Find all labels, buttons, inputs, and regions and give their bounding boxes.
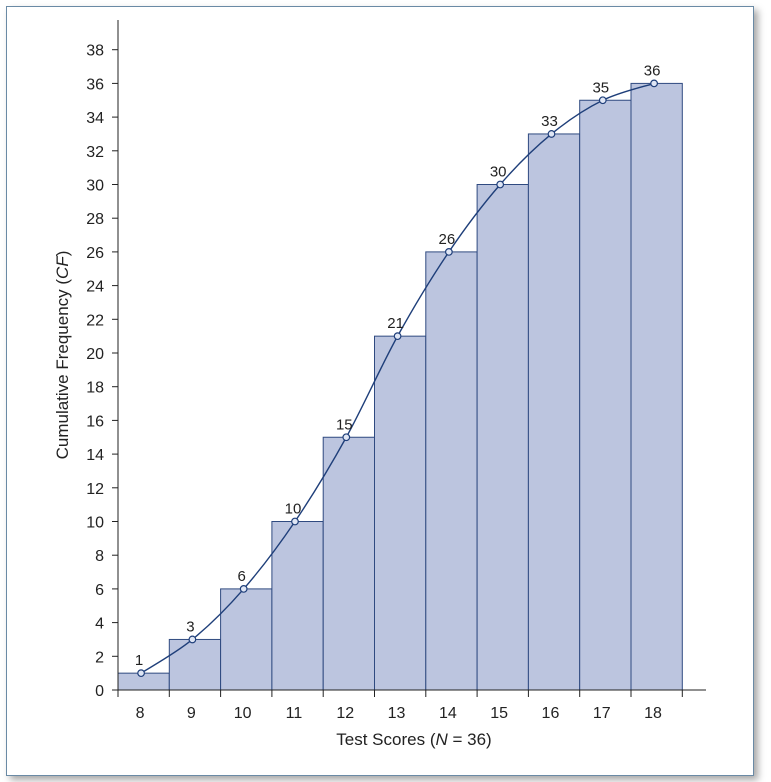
y-tick-label: 12	[86, 481, 104, 498]
y-axis-title-pre: Cumulative Frequency (	[53, 279, 72, 460]
point-12	[342, 433, 351, 442]
bar-18	[630, 82, 683, 691]
data-label-10: 6	[238, 568, 246, 585]
bar-10	[220, 588, 273, 691]
data-label-12: 15	[336, 416, 353, 433]
bars-group	[117, 82, 683, 691]
point-10	[239, 585, 248, 593]
y-tick-label: 24	[86, 279, 104, 296]
bar-9	[168, 638, 222, 691]
y-tick-label: 32	[86, 144, 104, 161]
x-ticks-group: 8 9 10 11 12 13 14 15 16 17 18	[117, 690, 683, 722]
x-tick-label-10: 10	[234, 705, 252, 722]
point-13	[393, 332, 402, 341]
x-tick-label-9: 9	[187, 705, 196, 722]
y-axis-title-post: )	[53, 251, 72, 257]
x-tick-label-8: 8	[136, 705, 145, 722]
point-11	[291, 517, 299, 526]
y-tick-label: 18	[86, 380, 104, 397]
data-label-18: 36	[644, 62, 661, 79]
y-tick-label: 28	[86, 211, 104, 228]
data-label-9: 3	[186, 618, 194, 635]
bar-12	[322, 436, 376, 691]
y-axis-title-italic: CF	[53, 255, 72, 279]
x-tick-label-14: 14	[439, 705, 457, 722]
point-15	[496, 180, 505, 189]
x-axis-title-post: = 36)	[448, 730, 492, 749]
y-axis-title: Cumulative Frequency (CF)	[53, 251, 72, 460]
bar-17	[579, 99, 632, 691]
y-tick-label: 38	[86, 43, 104, 60]
y-tick-label: 22	[86, 312, 104, 329]
y-tick-label: 10	[86, 515, 104, 532]
x-tick-label-15: 15	[490, 705, 508, 722]
point-16	[547, 130, 556, 138]
axes-group	[117, 20, 706, 691]
y-tick-label: 20	[86, 346, 104, 363]
data-label-11: 10	[285, 501, 302, 518]
x-tick-label-18: 18	[644, 705, 662, 722]
y-tick-label: 16	[86, 413, 104, 430]
x-tick-label-16: 16	[542, 705, 560, 722]
y-tick-label: 36	[86, 76, 104, 93]
y-tick-label: 6	[95, 582, 104, 599]
bar-15	[476, 184, 529, 691]
bar-16	[527, 133, 581, 691]
x-axis-title: Test Scores (N = 36)	[336, 730, 491, 749]
data-label-15: 30	[490, 164, 507, 181]
bar-11	[271, 521, 324, 691]
data-label-8: 1	[135, 652, 143, 669]
y-tick-label: 26	[86, 245, 104, 262]
y-tick-label: 8	[95, 548, 104, 565]
point-18	[650, 79, 658, 88]
x-tick-label-11: 11	[286, 705, 303, 722]
x-axis-title-italic: N	[435, 730, 448, 749]
point-9	[188, 635, 197, 644]
y-tick-label: 4	[95, 616, 104, 633]
point-14	[444, 247, 453, 256]
x-tick-label-12: 12	[336, 705, 354, 722]
point-17	[598, 96, 607, 105]
y-tick-label: 0	[95, 683, 104, 700]
x-tick-label-17: 17	[593, 705, 611, 722]
y-tick-label: 34	[86, 110, 104, 127]
data-label-16: 33	[541, 113, 558, 130]
y-tick-label: 14	[86, 447, 104, 464]
bar-14	[425, 251, 478, 691]
point-8	[137, 669, 145, 678]
data-label-14: 26	[439, 231, 456, 248]
points-group	[137, 79, 658, 678]
y-tick-label: 2	[95, 649, 104, 666]
data-label-17: 35	[592, 79, 609, 96]
data-label-13: 21	[387, 315, 404, 332]
x-tick-label-13: 13	[388, 705, 406, 722]
bar-13	[374, 335, 427, 691]
x-axis-title-pre: Test Scores (	[336, 730, 436, 749]
y-tick-label: 30	[86, 178, 104, 195]
